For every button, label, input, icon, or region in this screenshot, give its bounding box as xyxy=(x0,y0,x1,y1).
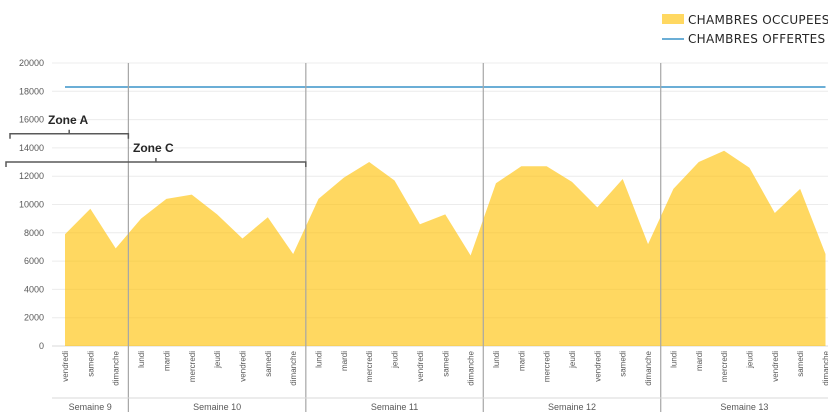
y-tick-label: 10000 xyxy=(19,200,44,210)
y-axis: 0 2000 4000 6000 8000 10000 12000 14000 16000 180… xyxy=(19,58,44,351)
x-tick-label: mercredi xyxy=(188,351,197,382)
week-label: Semaine 13 xyxy=(720,402,768,412)
zone-bracket: Zone C xyxy=(5,141,307,168)
x-tick-label: mercredi xyxy=(365,351,374,382)
x-tick-label: jeudi xyxy=(568,351,577,369)
x-tick-label: dimanche xyxy=(112,350,121,385)
x-tick-label: dimanche xyxy=(467,350,476,385)
plot-area xyxy=(65,86,826,346)
x-tick-label: vendredi xyxy=(416,351,425,382)
legend-label-offered: CHAMBRES OFFERTES xyxy=(688,32,825,46)
series-area-occupied xyxy=(65,150,826,346)
x-tick-label: mardi xyxy=(695,351,704,371)
x-axis: Semaine 9 Semaine 10 Semaine 11 Semaine 12 S… xyxy=(52,350,828,412)
y-tick-label: 0 xyxy=(39,341,44,351)
x-tick-label: samedi xyxy=(441,351,450,377)
x-tick-label: lundi xyxy=(137,351,146,368)
week-label: Semaine 12 xyxy=(548,402,596,412)
y-tick-label: 4000 xyxy=(24,284,44,294)
x-tick-label: lundi xyxy=(315,351,324,368)
week-separators xyxy=(127,63,662,412)
x-tick-label: mardi xyxy=(340,351,349,371)
x-tick-label: dimanche xyxy=(644,350,653,385)
x-tick-label: lundi xyxy=(669,351,678,368)
x-tick-label: vendredi xyxy=(61,351,70,382)
y-tick-label: 8000 xyxy=(24,228,44,238)
x-tick-label: vendredi xyxy=(238,351,247,382)
x-tick-label: vendredi xyxy=(593,351,602,382)
week-label: Semaine 9 xyxy=(69,402,112,412)
zone-bracket: Zone A xyxy=(9,113,130,139)
x-tick-label: mercredi xyxy=(543,351,552,382)
x-tick-label: jeudi xyxy=(213,351,222,369)
x-tick-label: samedi xyxy=(86,351,95,377)
x-tick-label: samedi xyxy=(796,351,805,377)
x-tick-label: mardi xyxy=(162,351,171,371)
zone-label: Zone C xyxy=(133,141,174,155)
x-tick-label: samedi xyxy=(619,351,628,377)
y-tick-label: 20000 xyxy=(19,58,44,68)
zone-label: Zone A xyxy=(48,113,89,127)
zone-annotations: Zone A Zone C xyxy=(5,113,307,168)
zone-bracket-line xyxy=(5,161,307,168)
y-tick-label: 14000 xyxy=(19,143,44,153)
x-tick-label: dimanche xyxy=(822,350,828,385)
y-tick-label: 6000 xyxy=(24,256,44,266)
x-tick-label: dimanche xyxy=(289,350,298,385)
week-label: Semaine 11 xyxy=(371,402,418,412)
legend: CHAMBRES OCCUPEES CHAMBRES OFFERTES xyxy=(662,13,828,46)
x-tick-label: mercredi xyxy=(720,351,729,382)
x-tick-label: vendredi xyxy=(771,351,780,382)
x-tick-label: lundi xyxy=(492,351,501,368)
zone-bracket-line xyxy=(9,133,130,139)
x-tick-label: samedi xyxy=(264,351,273,377)
y-tick-label: 2000 xyxy=(24,313,44,323)
legend-label-occupied: CHAMBRES OCCUPEES xyxy=(688,13,828,27)
x-tick-label: mardi xyxy=(517,351,526,371)
week-label: Semaine 10 xyxy=(193,402,241,412)
legend-swatch-occupied xyxy=(662,14,684,24)
x-tick-label: jeudi xyxy=(391,351,400,369)
y-tick-label: 18000 xyxy=(19,86,44,96)
y-tick-label: 16000 xyxy=(19,115,44,125)
x-tick-label: jeudi xyxy=(745,351,754,369)
y-tick-label: 12000 xyxy=(19,171,44,181)
